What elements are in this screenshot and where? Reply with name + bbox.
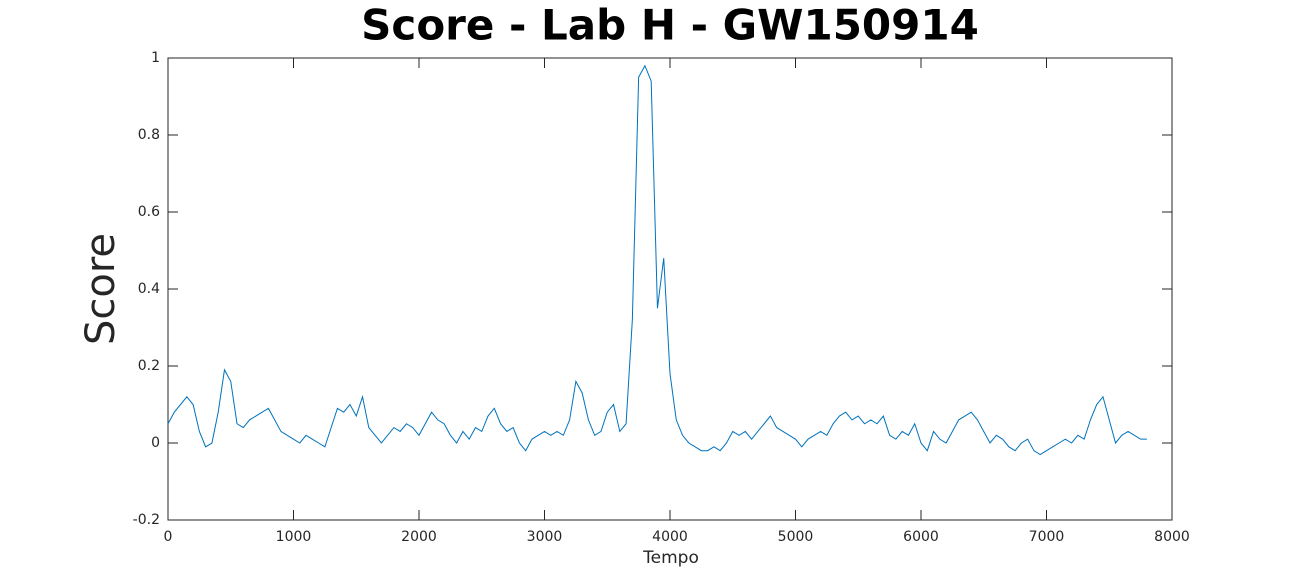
x-tick-label: 0 xyxy=(164,529,173,545)
x-tick-label: 1000 xyxy=(276,529,312,545)
y-tick-label: 0.6 xyxy=(138,204,160,220)
x-tick-label: 7000 xyxy=(1029,529,1065,545)
x-tick-label: 2000 xyxy=(401,529,437,545)
x-tick-label: 6000 xyxy=(903,529,939,545)
x-axis-label: Tempo xyxy=(642,548,699,568)
y-tick-label: -0.2 xyxy=(133,512,160,528)
x-tick-label: 4000 xyxy=(652,529,688,545)
x-tick-label: 8000 xyxy=(1154,529,1190,545)
chart-title: Score - Lab H - GW150914 xyxy=(361,1,979,50)
line xyxy=(167,64,1147,456)
y-tick-label: 1 xyxy=(151,50,160,66)
y-tick-label: 0 xyxy=(151,435,160,451)
y-tick-label: 0.4 xyxy=(138,281,160,297)
x-tick-label: 5000 xyxy=(778,529,814,545)
y-tick-label: 0.2 xyxy=(138,358,160,374)
y-axis-label: Score xyxy=(78,233,124,345)
plot-box xyxy=(167,57,1173,521)
x-tick-label: 3000 xyxy=(527,529,563,545)
y-tick-label: 0.8 xyxy=(138,127,160,143)
